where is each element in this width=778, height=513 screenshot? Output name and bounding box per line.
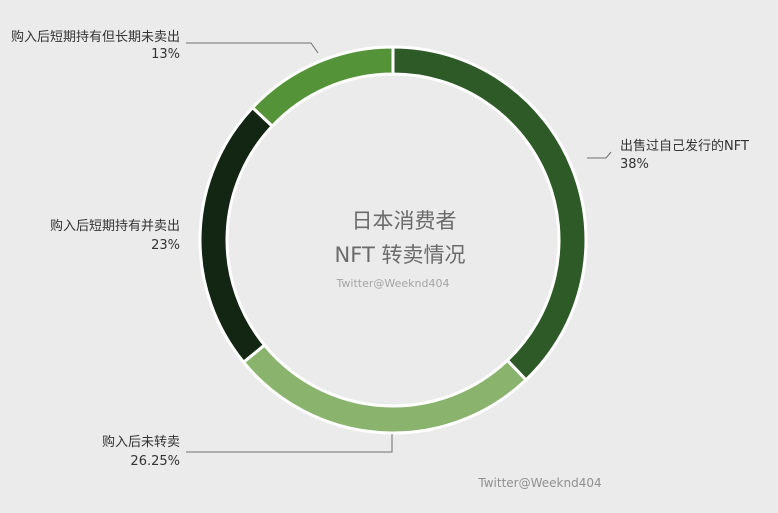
bottom-watermark: Twitter@Weeknd404 [477,476,601,490]
slice-value-3: 23% [151,238,180,253]
slice-label-2: 购入后未转卖 [102,434,180,450]
leader-line-4 [186,42,319,54]
slice-labels: 出售过自己发行的NFT 38% 购入后未转卖 26.25% 购入后短期持有并卖出 23% 购… [11,29,749,469]
donut-slice-3 [198,105,275,365]
donut-slices [198,45,588,435]
center-watermark: Twitter@Weeknd404 [336,277,450,290]
leader-line-2 [186,434,393,453]
chart-title-line-1: 日本消费者 [352,209,457,233]
leader-lines [186,42,612,453]
donut-slice-4 [250,45,395,129]
donut-slice-2 [241,342,529,435]
slice-label-1: 出售过自己发行的NFT [620,138,749,154]
slice-value-2: 26.25% [130,454,180,469]
slice-label-3: 购入后短期持有并卖出 [50,218,180,234]
leader-line-1 [587,151,612,159]
chart-title-line-2: NFT 转卖情况 [335,243,466,267]
slice-label-4: 购入后短期持有但长期未卖出 [11,29,180,45]
slice-value-1: 38% [620,157,649,172]
slice-value-4: 13% [151,47,180,62]
